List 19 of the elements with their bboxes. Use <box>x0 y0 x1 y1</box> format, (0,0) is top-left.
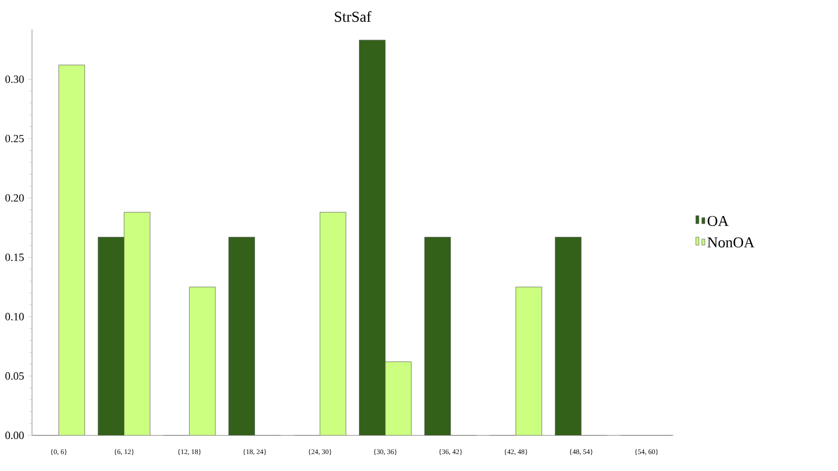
bar <box>189 286 216 436</box>
y-tick-label: 0.20 <box>5 194 24 202</box>
y-tick-label: 0.15 <box>5 254 24 262</box>
bar <box>320 212 346 436</box>
y-tick-label: 0.00 <box>5 432 24 440</box>
bar <box>124 212 150 436</box>
chart-title: StrSaf <box>334 11 372 22</box>
bar <box>554 236 582 436</box>
bar <box>385 362 412 436</box>
bar <box>424 236 451 436</box>
bar <box>58 64 85 436</box>
y-tick-label: 0.25 <box>5 134 24 142</box>
legend-label: NonOA <box>708 237 754 248</box>
legend-label: OA <box>708 216 729 226</box>
bar <box>228 236 255 436</box>
y-tick-label: 0.30 <box>5 76 24 83</box>
y-tick-label: 0.10 <box>5 312 24 320</box>
y-tick-label: 0.05 <box>5 372 24 380</box>
bar <box>516 286 542 436</box>
